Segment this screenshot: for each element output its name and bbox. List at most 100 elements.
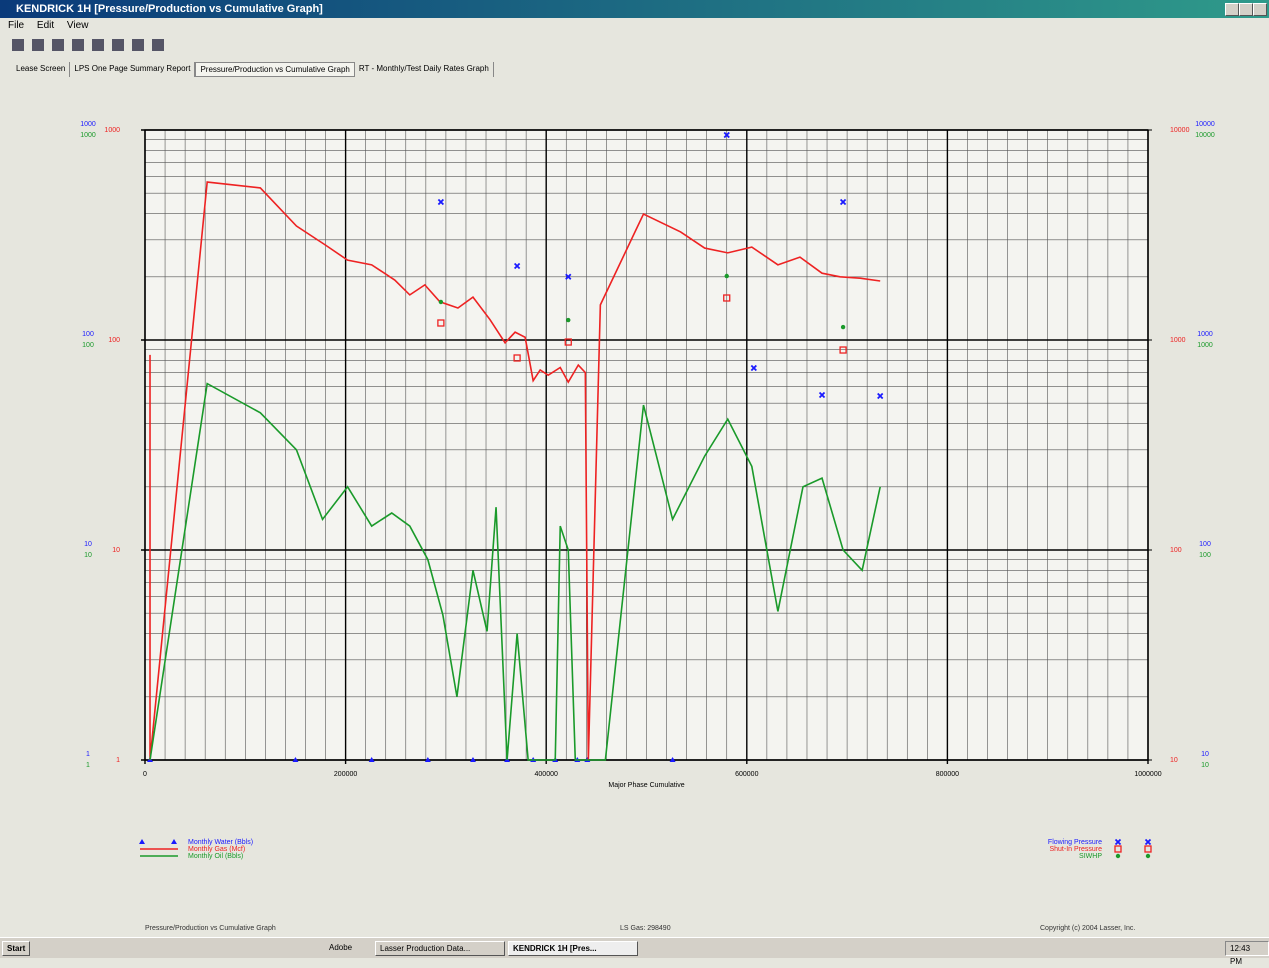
window-title: KENDRICK 1H [Pressure/Production vs Cumu… <box>16 3 323 15</box>
siwhp-marker <box>566 317 571 323</box>
y2-tick-label: 10 <box>1201 762 1209 769</box>
y-tick-label: 10 <box>84 541 92 548</box>
y2-tick-label: 10000 <box>1195 132 1215 139</box>
footer-right: Copyright (c) 2004 Lasser, Inc. <box>1040 925 1136 932</box>
tool-button[interactable] <box>112 39 124 51</box>
series-line <box>149 181 881 761</box>
shut-in-marker <box>437 319 445 327</box>
clock: 12:43 PM <box>1225 941 1269 966</box>
y-tick-label: 1 <box>86 751 90 758</box>
y-tick-label: 10 <box>84 552 92 559</box>
flowing-marker <box>565 273 572 280</box>
series-line <box>149 382 881 761</box>
x-tick-label: 400000 <box>535 771 558 778</box>
minimize-button[interactable] <box>1225 3 1239 16</box>
start-button[interactable]: Start <box>2 941 31 956</box>
tool-button[interactable] <box>132 39 144 51</box>
menu-item[interactable]: File <box>8 20 25 31</box>
maximize-button[interactable] <box>1239 3 1253 16</box>
flowing-marker <box>1144 838 1152 846</box>
tab-strip: Lease Screen LPS One Page Summary Report… <box>12 62 494 77</box>
shut-in-marker <box>513 354 521 362</box>
tab[interactable]: LPS One Page Summary Report <box>70 62 196 77</box>
title-bar: KENDRICK 1H [Pressure/Production vs Cumu… <box>0 0 1269 18</box>
siwhp-marker <box>438 299 444 305</box>
water-marker <box>139 839 145 844</box>
x-tick-label: 0 <box>143 771 147 778</box>
taskbar-item[interactable]: Lasser Production Data... <box>375 941 505 956</box>
y2-tick-label: 100 <box>1199 541 1211 548</box>
y-tick-label: 1000 <box>80 132 96 139</box>
water-marker <box>292 757 299 762</box>
y2-tick-label: 1000 <box>1170 337 1186 344</box>
y-tick-label: 10 <box>112 547 120 554</box>
siwhp-marker <box>1145 853 1151 859</box>
water-marker <box>469 757 476 762</box>
y2-tick-label: 10 <box>1170 757 1178 764</box>
y-tick-label: 1000 <box>80 121 96 128</box>
siwhp-marker <box>1115 853 1121 859</box>
flowing-marker <box>877 392 884 400</box>
menu-item[interactable]: Edit <box>36 20 55 31</box>
tool-button[interactable] <box>72 39 84 51</box>
y-tick-label: 1 <box>86 762 90 769</box>
footer-left: Pressure/Production vs Cumulative Graph <box>145 925 276 932</box>
legend-label: Shut-In Pressure <box>1049 846 1102 853</box>
y-tick-label: 100 <box>82 331 94 338</box>
taskbar: Start Adobe Lasser Production Data... KE… <box>0 937 1269 966</box>
y2-tick-label: 1000 <box>1197 342 1213 349</box>
water-marker <box>171 839 177 844</box>
footer-center: LS Gas: 298490 <box>620 925 671 932</box>
legend-label: Monthly Gas (Mcf) <box>188 846 245 853</box>
y-tick-label: 100 <box>82 342 94 349</box>
shut-in-marker <box>723 294 731 302</box>
tab[interactable]: Pressure/Production vs Cumulative Graph <box>195 62 355 77</box>
y2-tick-label: 10000 <box>1195 121 1215 128</box>
plot-frame <box>144 129 1149 761</box>
water-marker <box>424 757 431 762</box>
y-tick-label: 1000 <box>104 127 120 134</box>
tool-button[interactable] <box>32 39 44 51</box>
shut-in-marker <box>839 346 847 354</box>
flowing-marker <box>818 391 826 399</box>
flowing-marker <box>1114 838 1122 846</box>
tab[interactable]: Lease Screen <box>12 62 71 77</box>
tool-button[interactable] <box>92 39 104 51</box>
water-marker <box>368 757 375 762</box>
y-tick-label: 1 <box>116 757 120 764</box>
flowing-marker <box>723 131 730 139</box>
menu-bar: File Edit View <box>8 20 98 31</box>
y2-tick-label: 10000 <box>1170 127 1190 134</box>
y2-tick-label: 10 <box>1201 751 1209 758</box>
toolbar <box>12 38 172 54</box>
shut-in-marker <box>1144 845 1152 853</box>
legend-label: SIWHP <box>1079 853 1102 860</box>
y2-tick-label: 100 <box>1170 547 1182 554</box>
x-tick-label: 200000 <box>334 771 357 778</box>
tab[interactable]: RT - Monthly/Test Daily Rates Graph <box>355 62 494 77</box>
taskbar-item[interactable]: Adobe <box>329 943 353 952</box>
flowing-marker <box>839 198 847 206</box>
x-tick-label: 800000 <box>936 771 959 778</box>
y2-tick-label: 100 <box>1199 552 1211 559</box>
taskbar-item[interactable]: KENDRICK 1H [Pres... <box>508 941 638 956</box>
tool-button[interactable] <box>152 39 164 51</box>
menu-item[interactable]: View <box>66 20 89 31</box>
legend-label: Flowing Pressure <box>1048 839 1102 846</box>
shut-in-marker <box>1114 845 1122 853</box>
legend-label: Monthly Oil (Bbls) <box>188 853 243 860</box>
x-tick-label: 600000 <box>735 771 758 778</box>
shut-in-marker <box>564 338 572 346</box>
flowing-marker <box>513 262 521 270</box>
x-tick-label: 1000000 <box>1134 771 1161 778</box>
y-tick-label: 100 <box>108 337 120 344</box>
tool-button[interactable] <box>52 39 64 51</box>
flowing-marker <box>437 198 445 206</box>
tool-button[interactable] <box>12 39 24 51</box>
y2-tick-label: 1000 <box>1197 331 1213 338</box>
siwhp-marker <box>724 273 729 279</box>
siwhp-marker <box>840 324 846 330</box>
close-button[interactable] <box>1253 3 1267 16</box>
